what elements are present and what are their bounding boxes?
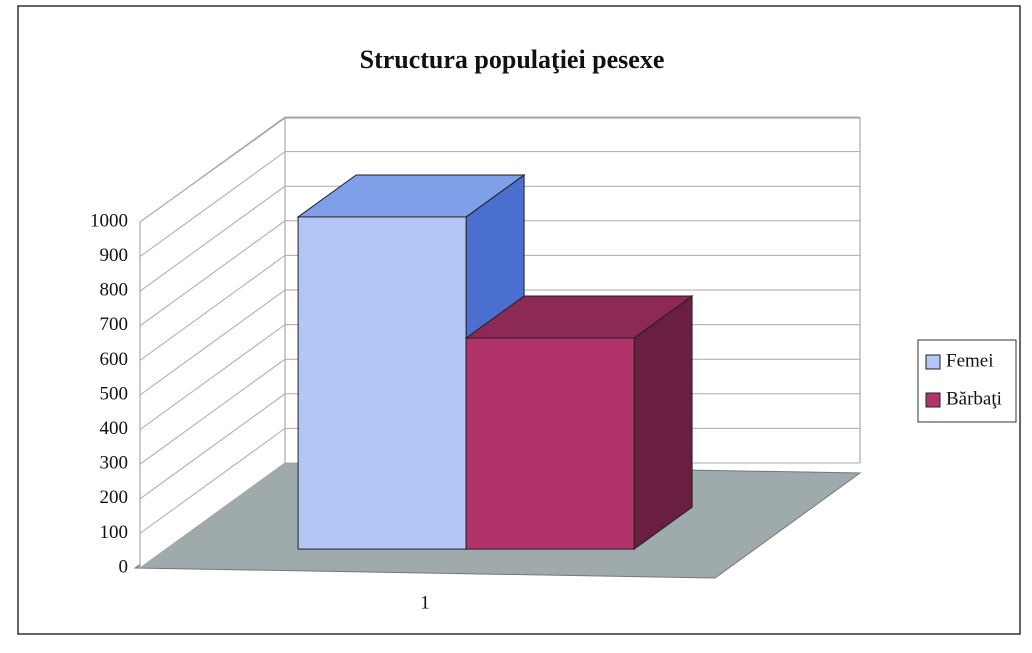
bar	[465, 337, 635, 550]
y-tick-label: 900	[100, 245, 129, 266]
grid-line	[139, 358, 286, 465]
chart-title: Structura populaţiei pesexe	[360, 45, 665, 74]
bar	[297, 216, 467, 550]
grid-line	[139, 254, 286, 361]
y-tick-label: 500	[100, 383, 129, 404]
grid-line	[139, 289, 286, 396]
legend-swatch	[925, 392, 941, 408]
x-tick-label: 1	[420, 592, 430, 613]
grid-line	[139, 116, 286, 223]
grid-line	[139, 151, 286, 258]
y-tick-label: 200	[100, 487, 129, 508]
grid-line	[139, 324, 286, 431]
legend-box	[917, 339, 1017, 423]
y-tick-label: 0	[119, 556, 129, 577]
y-tick-label: 400	[100, 418, 129, 439]
y-tick-label: 300	[100, 453, 129, 474]
bar-side	[633, 295, 693, 551]
y-tick-label: 1000	[90, 210, 128, 231]
y-tick-label: 800	[100, 280, 129, 301]
grid-line	[139, 462, 286, 569]
grid-line	[139, 185, 286, 292]
legend-swatch	[925, 354, 941, 370]
y-tick-label: 600	[100, 349, 129, 370]
grid-line	[139, 393, 286, 500]
y-tick-label: 100	[100, 522, 129, 543]
legend-label: Bărbaţi	[946, 388, 1002, 409]
grid-line	[139, 427, 286, 534]
y-tick-label: 700	[100, 314, 129, 335]
grid-line	[139, 220, 286, 327]
legend-label: Femei	[946, 350, 994, 371]
